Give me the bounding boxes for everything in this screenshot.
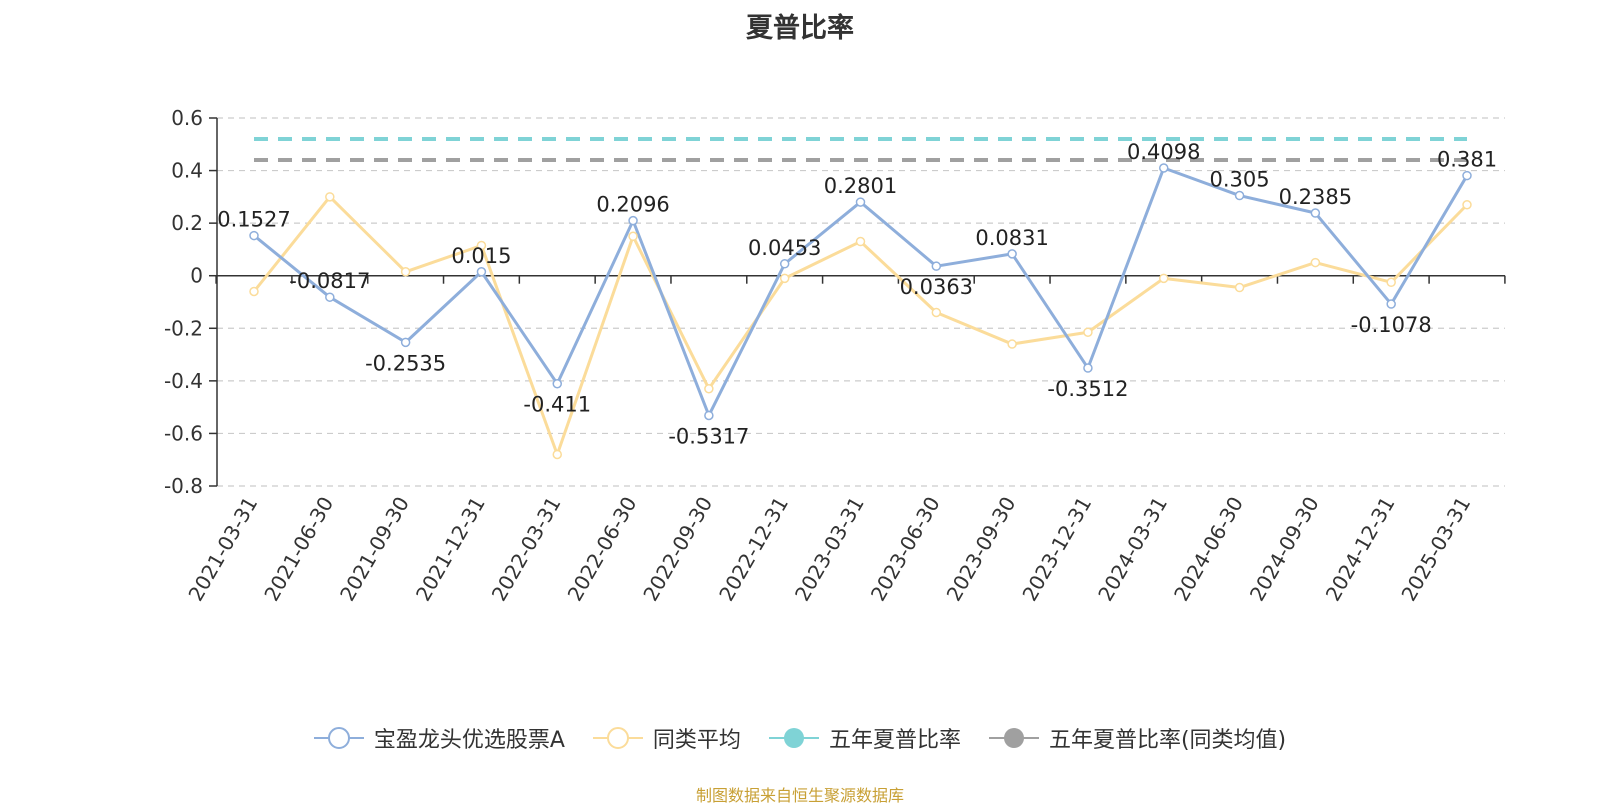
data-point xyxy=(1159,163,1169,173)
data-point xyxy=(476,267,487,277)
x-tick-label: 2023-03-31 xyxy=(790,493,869,606)
data-point xyxy=(704,383,714,394)
data-point xyxy=(552,449,562,460)
data-point xyxy=(855,236,866,247)
x-tick-label: 2024-06-30 xyxy=(1169,493,1248,606)
y-tick-label: -0.6 xyxy=(164,421,203,445)
data-point xyxy=(855,197,866,207)
data-point xyxy=(552,378,562,389)
data-label: 0.2801 xyxy=(824,174,897,198)
data-point xyxy=(325,292,335,302)
data-point xyxy=(1083,363,1093,373)
y-tick-label: -0.2 xyxy=(164,316,203,340)
x-tick-label: 2024-03-31 xyxy=(1093,493,1172,606)
data-point xyxy=(931,307,942,318)
data-point xyxy=(1310,257,1321,268)
data-label: -0.5317 xyxy=(668,424,749,448)
legend-swatch-five-year-sharpe xyxy=(768,728,819,748)
data-point xyxy=(476,240,487,251)
chart-legend: 宝盈龙头优选股票A 同类平均 五年夏普比率 五年夏普比率(同类均值) xyxy=(0,722,1600,754)
data-point xyxy=(779,259,790,269)
y-tick-label: -0.8 xyxy=(164,474,203,498)
y-tick-label: 0 xyxy=(190,264,203,288)
data-label: 0.1527 xyxy=(217,208,290,232)
x-tick-label: 2021-12-31 xyxy=(411,493,490,606)
data-label: 0.381 xyxy=(1437,148,1497,172)
data-point xyxy=(1462,170,1472,181)
data-label: -0.411 xyxy=(523,393,591,417)
data-label: -0.3512 xyxy=(1047,377,1128,401)
data-label: -0.2535 xyxy=(365,351,446,375)
data-point xyxy=(1234,190,1245,201)
data-point xyxy=(1083,327,1093,337)
data-point xyxy=(1159,273,1169,284)
data-point xyxy=(628,215,638,226)
x-tick-label: 2022-06-30 xyxy=(562,493,641,606)
y-tick-label: 0.2 xyxy=(171,211,203,235)
data-point xyxy=(1310,208,1321,218)
data-point xyxy=(1462,199,1472,210)
data-point xyxy=(400,267,411,277)
data-label: -0.1078 xyxy=(1351,313,1432,337)
y-tick-label: 0.4 xyxy=(171,159,203,183)
data-point xyxy=(704,410,714,421)
sharpe-ratio-line-chart: 0.60.40.20-0.2-0.4-0.6-0.82021-03-312021… xyxy=(164,106,1506,606)
legend-item-five-year-sharpe[interactable]: 五年夏普比率 xyxy=(768,722,961,754)
x-tick-label: 2023-06-30 xyxy=(866,493,945,606)
data-label: 0.305 xyxy=(1210,168,1270,192)
data-point xyxy=(779,273,790,284)
legend-item-peer-average[interactable]: 同类平均 xyxy=(592,722,741,754)
series-line xyxy=(252,195,1469,456)
data-point xyxy=(1007,249,1017,259)
x-tick-label: 2021-09-30 xyxy=(335,493,414,606)
data-label: 0.0453 xyxy=(748,236,821,260)
x-tick-label: 2025-03-31 xyxy=(1396,493,1475,606)
data-point xyxy=(325,192,335,202)
data-point xyxy=(628,231,638,242)
source-note: 制图数据来自恒生聚源数据库 xyxy=(695,786,904,805)
data-point xyxy=(249,230,259,241)
x-tick-label: 2021-03-31 xyxy=(183,493,262,606)
y-tick-label: 0.6 xyxy=(171,106,203,130)
x-tick-label: 2024-12-31 xyxy=(1321,493,1400,606)
x-tick-label: 2024-09-30 xyxy=(1245,493,1324,606)
x-tick-label: 2022-03-31 xyxy=(487,493,566,606)
y-tick-label: -0.4 xyxy=(164,369,203,393)
legend-label-five-year-peer-sharpe: 五年夏普比率(同类均值) xyxy=(1048,728,1287,753)
data-label: 0.0831 xyxy=(975,226,1048,250)
x-tick-label: 2022-12-31 xyxy=(714,493,793,606)
x-tick-label: 2021-06-30 xyxy=(259,493,338,606)
data-point xyxy=(249,286,259,297)
legend-swatch-fund xyxy=(313,727,364,749)
x-tick-label: 2022-09-30 xyxy=(638,493,717,606)
data-point xyxy=(400,337,411,348)
data-point xyxy=(1386,277,1396,288)
data-point xyxy=(931,261,942,271)
data-label: 0.4098 xyxy=(1127,140,1200,164)
chart-title: 夏普比率 xyxy=(746,13,854,44)
x-tick-label: 2023-12-31 xyxy=(1017,493,1096,606)
legend-swatch-peer-average xyxy=(592,727,643,749)
data-point xyxy=(1007,339,1017,349)
legend-item-fund[interactable]: 宝盈龙头优选股票A xyxy=(313,722,565,754)
data-label: 0.2096 xyxy=(596,193,669,217)
legend-label-peer-average: 同类平均 xyxy=(652,728,741,753)
x-tick-label: 2023-09-30 xyxy=(942,493,1021,606)
data-point xyxy=(1234,282,1245,293)
data-label: 0.0363 xyxy=(900,275,973,299)
data-label: 0.015 xyxy=(451,244,511,268)
legend-swatch-five-year-peer-sharpe xyxy=(988,728,1039,748)
data-label: 0.2385 xyxy=(1279,185,1352,209)
legend-label-fund: 宝盈龙头优选股票A xyxy=(373,728,565,753)
legend-label-five-year-sharpe: 五年夏普比率 xyxy=(828,728,961,753)
legend-item-five-year-peer-sharpe[interactable]: 五年夏普比率(同类均值) xyxy=(988,722,1287,754)
data-label: -0.0817 xyxy=(289,269,370,293)
data-point xyxy=(1386,299,1396,309)
